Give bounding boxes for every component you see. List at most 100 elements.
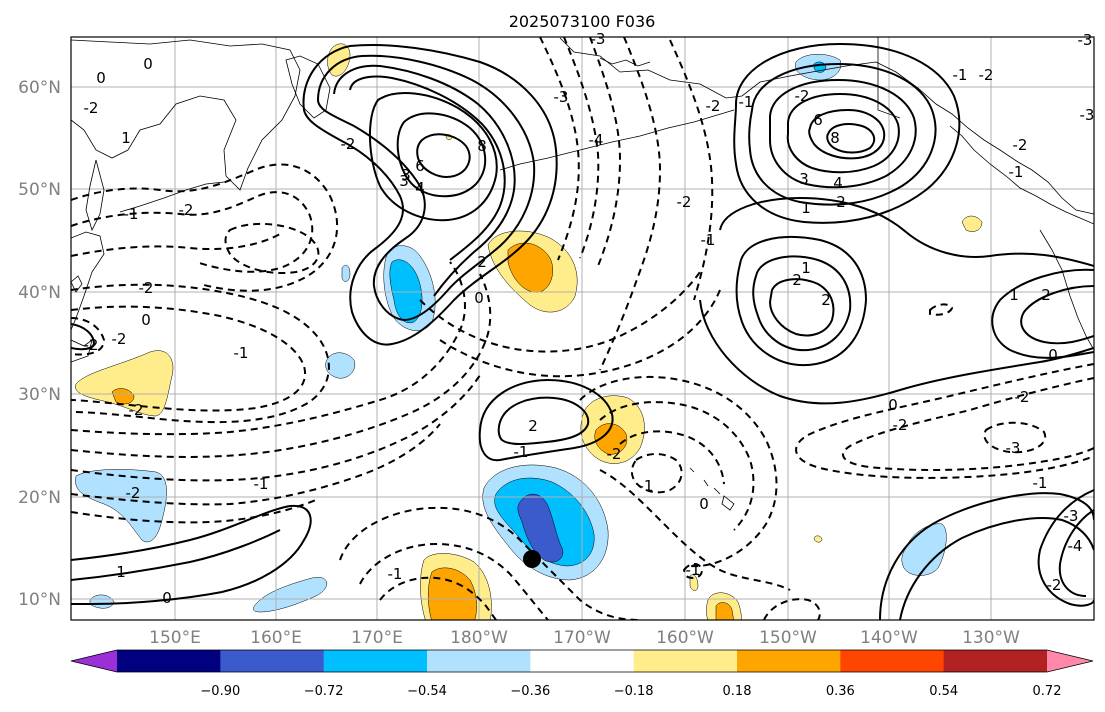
contour-west-neg-6 — [71, 261, 466, 436]
contour-west-pos-small — [71, 317, 106, 356]
coast-siberia-kamchatka — [71, 39, 301, 191]
colorbar-segment — [323, 650, 428, 672]
contour-tc-1 — [339, 506, 641, 620]
contour-high-alaska-3 — [769, 78, 917, 189]
contour-label: 3 — [399, 172, 409, 190]
colorbar-tick-label: −0.90 — [200, 684, 240, 699]
latitude-labels: 10°N 20°N 30°N 40°N 50°N 60°N — [18, 78, 61, 610]
contour-label: 0 — [474, 289, 484, 307]
contour-mid-1 — [419, 271, 701, 353]
map-frame — [70, 36, 1095, 621]
contour-south-2 — [763, 598, 821, 620]
lon-tick-160w: 160°W — [656, 628, 714, 648]
colorbar: −0.90 −0.72 −0.54 −0.36 −0.18 0.18 0.36 0.54 0.7… — [70, 649, 1094, 699]
contour-label: 1 — [116, 563, 126, 581]
contour-mid-west-1 — [224, 222, 320, 274]
contour-label: -3 — [591, 30, 606, 48]
shade-lightblue-small — [325, 352, 356, 379]
contour-high-alaska-5 — [808, 108, 886, 160]
contour-label: 0 — [143, 55, 153, 73]
contour-label: -1 — [639, 477, 654, 495]
contour-trough-east-5 — [669, 39, 714, 301]
contour-label: -4 — [1068, 537, 1083, 555]
contour-label: -1 — [1033, 474, 1048, 492]
contour-label: 1 — [121, 129, 131, 147]
lat-tick-10n: 10°N — [18, 590, 61, 610]
contour-tc-3 — [379, 576, 497, 620]
colorbar-outline — [70, 649, 1094, 673]
contour-low-west-6 — [396, 112, 487, 198]
colorbar-tick-label: 0.72 — [1033, 684, 1062, 699]
contour-label: -1 — [953, 66, 968, 84]
coastlines — [71, 37, 1094, 511]
contour-label: -2 — [1013, 136, 1028, 154]
contour-south-1 — [599, 469, 791, 591]
contour-west-neg-7 — [71, 273, 492, 458]
lon-tick-180w: 180°W — [450, 628, 508, 648]
contour-label: 0 — [162, 589, 172, 607]
contour-label: 2 — [477, 253, 487, 271]
contour-high-central-outer — [719, 196, 1094, 267]
coast-kuril — [119, 181, 225, 213]
coast-alaska-panhandle — [949, 125, 1094, 225]
contour-west-neg-5 — [71, 305, 307, 412]
contour-central-neg-2 — [599, 401, 755, 531]
lat-tick-20n: 20°N — [18, 488, 61, 508]
colorbar-tick-label: −0.54 — [407, 684, 447, 699]
contour-low-west-4 — [349, 75, 506, 261]
contour-label: 6 — [813, 111, 823, 129]
contour-south-3 — [682, 563, 704, 579]
contour-label: -1 — [686, 561, 701, 579]
shade-lightblue-west-pacific — [75, 469, 167, 543]
contour-label: -1 — [388, 565, 403, 583]
contour-east-neg-4 — [929, 303, 954, 316]
colorbar-tick-label: 0.54 — [929, 684, 958, 699]
colorbar-tick-label: 0.36 — [826, 684, 855, 699]
coast-hokkaido-honshu — [71, 231, 105, 331]
contour-label: 0 — [1048, 346, 1058, 364]
contour-label: -3 — [554, 88, 569, 106]
contour-label: -1 — [739, 93, 754, 111]
coast-kamchatka-inner — [285, 55, 331, 119]
contour-high-east-2 — [1020, 285, 1094, 345]
contour-west-neg-9 — [71, 423, 441, 506]
contour-high-east-1 — [991, 268, 1094, 359]
colorbar-segments — [71, 650, 1093, 672]
lon-tick-170e: 170°E — [351, 628, 403, 648]
shade-yellow-east — [961, 215, 983, 232]
contour-west-neg-4 — [71, 283, 330, 424]
contour-label: 2 — [1041, 286, 1051, 304]
contour-label: -2 — [706, 97, 721, 115]
shade-lightblue-tiny — [341, 264, 351, 282]
lon-tick-160e: 160°E — [250, 628, 302, 648]
contour-labels: 0 0 -2 1 -1 -2 -2 0 -1 -2 -2 -2 -1 0 1 -… — [84, 30, 1095, 607]
contour-high-central-lower — [699, 299, 1094, 405]
longitude-labels: 150°E 160°E 170°E 180°W 170°W 160°W 150°… — [149, 628, 1020, 648]
contour-label: -2 — [84, 336, 99, 354]
contour-label: -3 — [1078, 31, 1093, 49]
contour-label: -2 — [795, 87, 810, 105]
colorbar-segment — [117, 650, 221, 672]
contour-trough-east-4 — [599, 37, 662, 371]
contour-label: -2 — [893, 416, 908, 434]
contour-east-neg-3 — [983, 421, 1047, 454]
map-panel — [70, 36, 1095, 621]
shade-orange-aleutian-south — [507, 242, 553, 293]
contour-west-neg-2 — [71, 191, 314, 273]
contour-east-neg-1 — [795, 363, 1094, 479]
lon-tick-170w: 170°W — [553, 628, 611, 648]
contour-label: -2 — [84, 99, 99, 117]
shade-darkblue-tc — [517, 494, 564, 563]
colorbar-tick-label: −0.36 — [510, 684, 550, 699]
colorbar-segment — [943, 650, 1048, 672]
contour-label: 0 — [96, 69, 106, 87]
contour-trough-east-3 — [589, 37, 622, 267]
contour-west-pos-small-2 — [71, 323, 96, 351]
colorbar-tick-label: −0.18 — [614, 684, 654, 699]
lon-tick-150e: 150°E — [149, 628, 201, 648]
contour-high-central-2 — [752, 255, 852, 352]
contour-west-neg-10 — [71, 499, 317, 524]
map-title: 2025073100 F036 — [509, 12, 656, 31]
shade-yellow-tiny-2 — [813, 535, 823, 543]
